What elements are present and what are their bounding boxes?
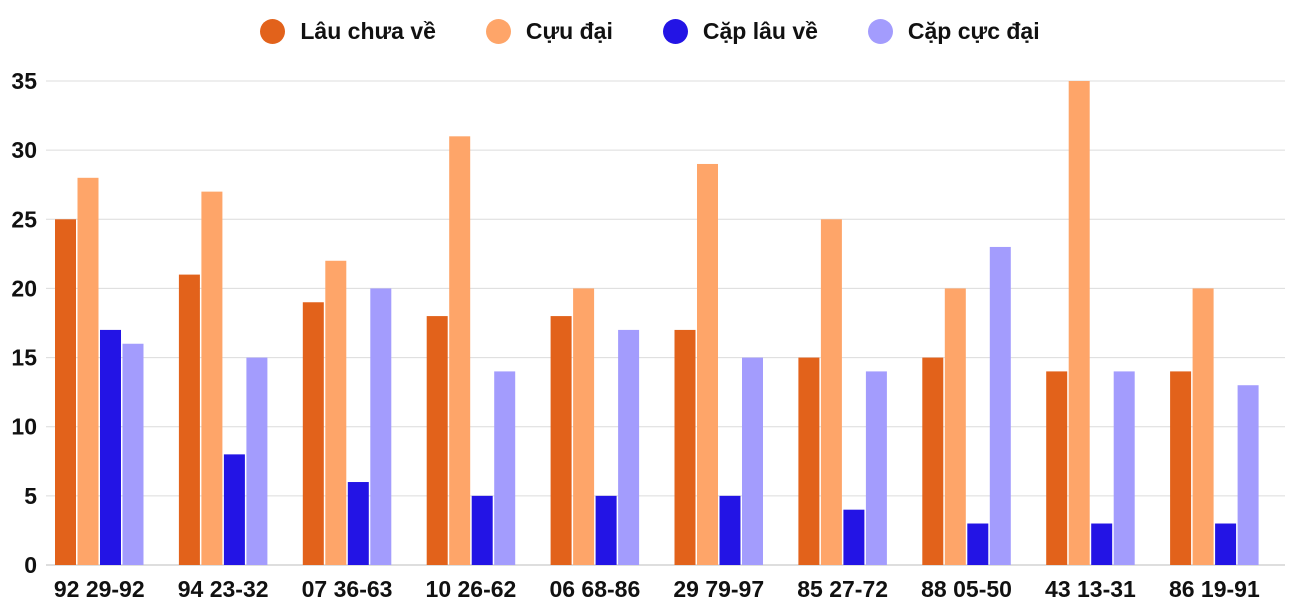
bar-series-1-cat-0[interactable]: [77, 177, 99, 566]
legend-item-lau-chua-ve[interactable]: Lâu chưa về: [260, 18, 436, 45]
x-tick-label: 29 79-97: [673, 576, 764, 600]
y-tick-label: 25: [11, 206, 37, 232]
x-tick-label: 92 29-92: [54, 576, 145, 600]
bars: [55, 81, 1259, 566]
y-tick-label: 15: [11, 345, 37, 371]
bar-series-1-cat-3[interactable]: [449, 136, 471, 566]
legend: Lâu chưa về Cựu đại Cặp lâu về Cặp cực đ…: [0, 14, 1300, 48]
bar-series-2-cat-7[interactable]: [967, 523, 989, 565]
bar-series-2-cat-1[interactable]: [223, 454, 245, 565]
y-tick-label: 0: [24, 552, 37, 578]
legend-swatch-cap-lau-ve: [662, 18, 688, 44]
bar-series-1-cat-5[interactable]: [697, 163, 718, 565]
bar-series-0-cat-7[interactable]: [922, 357, 944, 565]
bar-series-3-cat-7[interactable]: [989, 246, 1011, 565]
bar-series-0-cat-2[interactable]: [302, 302, 324, 565]
bar-series-3-cat-1[interactable]: [246, 357, 268, 565]
y-tick-label: 5: [24, 483, 37, 509]
legend-swatch-cap-cuc-dai: [867, 18, 893, 44]
bar-series-2-cat-9[interactable]: [1215, 523, 1237, 565]
bar-series-1-cat-2[interactable]: [325, 260, 347, 565]
bar-series-2-cat-0[interactable]: [100, 329, 121, 565]
legend-label-cuu-dai: Cựu đại: [525, 17, 613, 44]
y-tick-label: 35: [11, 68, 37, 94]
legend-item-cap-lau-ve[interactable]: Cặp lâu về: [662, 17, 818, 45]
x-tick-label: 07 36-63: [302, 576, 393, 600]
legend-item-cuu-dai[interactable]: Cựu đại: [485, 17, 613, 45]
bar-series-2-cat-2[interactable]: [347, 482, 369, 565]
legend-label-cap-lau-ve: Cặp lâu về: [702, 17, 818, 44]
legend-swatch-lau-chua-ve: [260, 18, 286, 44]
bar-series-3-cat-0[interactable]: [122, 343, 144, 565]
bar-series-3-cat-6[interactable]: [865, 371, 887, 565]
x-tick-label: 43 13-31: [1045, 576, 1136, 600]
bar-series-1-cat-8[interactable]: [1068, 81, 1090, 565]
legend-label-cap-cuc-dai: Cặp cực đại: [907, 17, 1040, 44]
bar-series-1-cat-6[interactable]: [820, 219, 842, 566]
y-tick-label: 30: [11, 137, 37, 163]
y-axis-ticks: 0 5 10 15 20 25 30 35: [11, 68, 37, 578]
bar-series-0-cat-4[interactable]: [550, 316, 572, 565]
legend-item-cap-cuc-dai[interactable]: Cặp cực đại: [867, 17, 1040, 45]
bar-series-1-cat-1[interactable]: [201, 191, 223, 565]
bar-series-2-cat-5[interactable]: [719, 495, 741, 565]
x-tick-label: 06 68-86: [549, 576, 640, 600]
bar-series-2-cat-4[interactable]: [595, 495, 617, 565]
x-tick-label: 88 05-50: [921, 576, 1012, 600]
bar-series-0-cat-0[interactable]: [55, 219, 76, 566]
y-tick-label: 10: [11, 414, 37, 440]
bar-series-0-cat-8[interactable]: [1046, 371, 1068, 565]
bar-series-2-cat-6[interactable]: [843, 509, 865, 565]
x-tick-label: 94 23-32: [178, 576, 269, 600]
bar-series-3-cat-2[interactable]: [370, 288, 392, 565]
x-axis-ticks: 92 29-92 94 23-32 07 36-63 10 26-62 06 68-86…: [54, 576, 1260, 600]
y-tick-label: 20: [11, 275, 37, 301]
bar-series-1-cat-4[interactable]: [573, 288, 595, 565]
bar-series-2-cat-3[interactable]: [471, 495, 493, 565]
x-tick-label: 85 27-72: [797, 576, 888, 600]
x-tick-label: 86 19-91: [1169, 576, 1260, 600]
bar-series-0-cat-6[interactable]: [798, 357, 820, 565]
bar-series-3-cat-5[interactable]: [742, 357, 763, 565]
bar-series-0-cat-3[interactable]: [426, 316, 448, 565]
bar-series-3-cat-3[interactable]: [494, 371, 516, 565]
legend-swatch-cuu-dai: [485, 18, 511, 44]
bar-series-1-cat-9[interactable]: [1192, 288, 1214, 565]
bar-series-2-cat-8[interactable]: [1091, 523, 1113, 565]
bar-series-0-cat-9[interactable]: [1170, 371, 1192, 565]
legend-label-lau-chua-ve: Lâu chưa về: [300, 17, 436, 44]
bar-series-3-cat-9[interactable]: [1237, 385, 1259, 565]
bar-series-3-cat-4[interactable]: [618, 329, 640, 565]
x-tick-label: 10 26-62: [426, 576, 517, 600]
bar-series-1-cat-7[interactable]: [944, 288, 966, 565]
bar-series-0-cat-1[interactable]: [178, 274, 200, 565]
bar-series-0-cat-5[interactable]: [674, 329, 696, 565]
bar-series-3-cat-8[interactable]: [1113, 371, 1135, 565]
